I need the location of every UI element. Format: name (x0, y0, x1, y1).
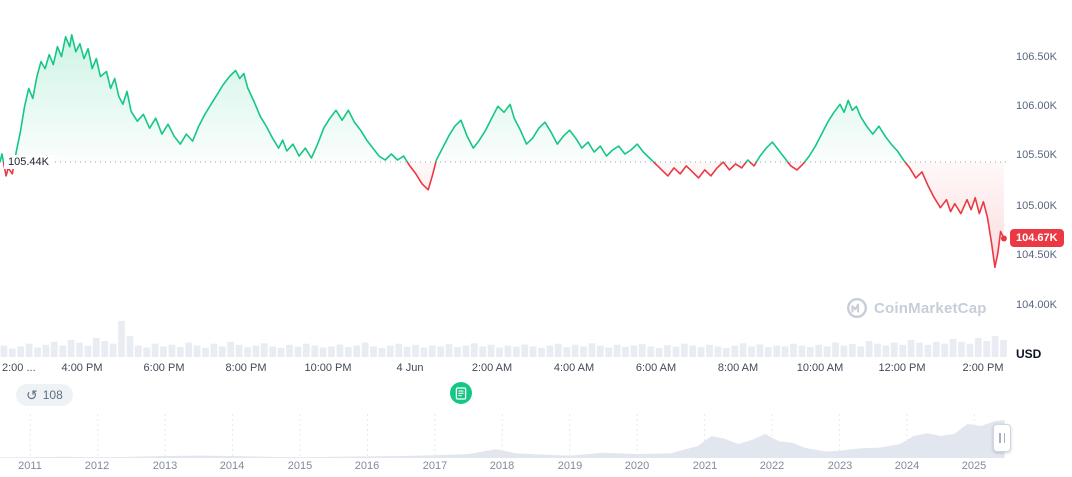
y-axis-label: 105.00K (1016, 200, 1057, 212)
x-axis-label: 6:00 AM (635, 362, 677, 374)
year-label: 2024 (894, 460, 920, 472)
x-axis-label: 2:00 PM (962, 362, 1004, 374)
x-axis-label: 6:00 PM (143, 362, 185, 374)
price-area-up (0, 34, 1004, 162)
scrubber-grip-bar (1003, 433, 1005, 443)
x-axis-label: 8:00 PM (225, 362, 267, 374)
year-label: 2014 (219, 460, 245, 472)
x-axis-label: 8:00 AM (717, 362, 759, 374)
price-axis: 106.50K 106.00K 105.50K 105.00K 104.50K … (1008, 0, 1072, 361)
x-axis-label: 2:00 ... (2, 362, 36, 374)
replay-count: 108 (42, 388, 63, 402)
y-axis-label: 106.50K (1016, 51, 1057, 63)
year-label: 2025 (961, 460, 987, 472)
currency-label: USD (1016, 347, 1042, 361)
replay-count-button[interactable]: ↺ 108 (16, 384, 73, 406)
last-price-dot (1000, 235, 1007, 242)
price-volume-chart[interactable] (0, 0, 1008, 358)
x-axis-label: 10:00 AM (796, 362, 844, 374)
year-label: 2012 (84, 460, 110, 472)
x-axis-label: 4 Jun (396, 362, 424, 374)
year-label: 2011 (18, 460, 42, 472)
history-icon: ↺ (26, 387, 38, 403)
price-line-up (0, 34, 907, 162)
x-axis-label: 4:00 PM (61, 362, 103, 374)
y-axis-label: 106.00K (1016, 100, 1057, 112)
open-price-label: 105.44K (4, 155, 53, 169)
volume-bars (0, 320, 1007, 357)
timeline-range-selector[interactable]: 2011 2012 2013 2014 2015 2016 2017 2018 … (0, 412, 1072, 477)
year-label: 2023 (827, 460, 853, 472)
year-label: 2013 (152, 460, 178, 472)
coinmarketcap-watermark: CoinMarketCap (846, 297, 987, 319)
scrubber-grip-bar (999, 433, 1001, 443)
time-axis: 2:00 ... 4:00 PM 6:00 PM 8:00 PM 10:00 P… (0, 362, 1008, 378)
year-label: 2019 (557, 460, 583, 472)
watermark-text: CoinMarketCap (874, 299, 987, 317)
x-axis-label: 10:00 PM (304, 362, 352, 374)
y-axis-label: 104.50K (1016, 249, 1057, 261)
x-axis-label: 4:00 AM (553, 362, 595, 374)
year-label: 2021 (692, 460, 718, 472)
y-axis-label: 104.00K (1016, 299, 1057, 311)
year-label: 2020 (624, 460, 650, 472)
year-label: 2017 (422, 460, 448, 472)
timeline-mini-chart[interactable] (0, 414, 1008, 460)
year-label: 2022 (759, 460, 785, 472)
x-axis-label: 12:00 PM (878, 362, 926, 374)
year-label: 2018 (489, 460, 515, 472)
last-price-badge: 104.67K (1010, 229, 1064, 247)
year-label: 2016 (354, 460, 380, 472)
y-axis-label: 105.50K (1016, 149, 1057, 161)
x-axis-label: 2:00 AM (471, 362, 513, 374)
coinmarketcap-logo-icon (846, 297, 868, 319)
news-annotation-button[interactable] (450, 382, 472, 404)
news-icon (455, 386, 467, 400)
year-label: 2015 (287, 460, 313, 472)
timeline-area (0, 420, 1005, 458)
timeline-scrubber-handle[interactable] (993, 424, 1011, 452)
